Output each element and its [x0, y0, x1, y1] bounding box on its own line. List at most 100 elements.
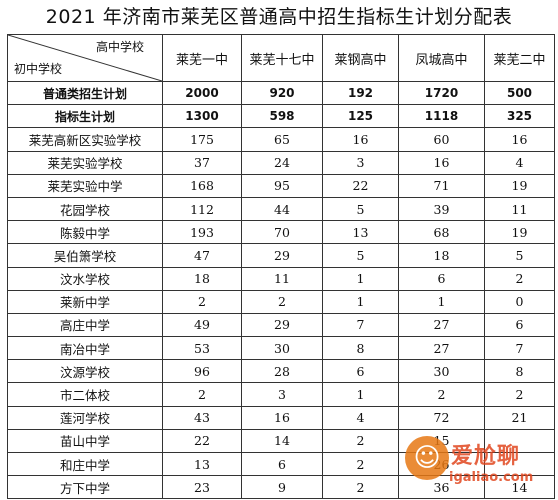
value-cell: 53	[162, 336, 242, 361]
value-cell: 8	[484, 359, 555, 384]
value-cell: 4	[484, 150, 555, 175]
value-cell: 18	[398, 243, 485, 268]
column-header: 莱芜十七中	[241, 34, 323, 82]
table-row: 南冶中学 53 30 8 27 7	[7, 336, 555, 361]
value-cell: 43	[162, 405, 242, 430]
column-header: 莱芜一中	[162, 34, 242, 82]
value-cell: 598	[241, 104, 323, 129]
value-cell: 65	[241, 127, 323, 152]
value-cell: 5	[322, 243, 399, 268]
value-cell: 14	[241, 428, 323, 454]
value-cell: 13	[322, 220, 399, 245]
column-header: 莱钢高中	[322, 34, 399, 82]
page-title: 2021 年济南市莱芜区普通高中招生指标生计划分配表	[45, 6, 513, 28]
column-header: 凤城高中	[398, 34, 485, 82]
value-cell: 2	[241, 289, 323, 314]
column-header: 莱芜二中	[484, 34, 555, 82]
value-cell: 6	[398, 266, 485, 291]
table-row: 高庄中学 49 29 7 27 6	[7, 312, 555, 338]
value-cell: 1	[398, 289, 485, 314]
value-cell: 168	[162, 173, 242, 198]
value-cell: 24	[241, 150, 323, 175]
table-row: 和庄中学 13 6 2 26	[7, 451, 555, 477]
value-cell: 4	[322, 405, 399, 430]
value-cell: 30	[398, 359, 485, 384]
allocation-table: 高中学校 初中学校 莱芜一中 莱芜十七中 莱钢高中 凤城高中 莱芜二中 普通类招…	[7, 34, 555, 500]
value-cell: 7	[484, 336, 555, 361]
summary-row: 普通类招生计划 2000 920 192 1720 500	[7, 80, 555, 106]
table-row: 市二体校 2 3 1 2 2	[7, 382, 555, 407]
value-cell: 60	[398, 127, 485, 152]
corner-bottom-label: 初中学校	[14, 62, 63, 76]
school-name: 莲河学校	[7, 405, 163, 430]
school-name: 和庄中学	[7, 451, 163, 477]
value-cell: 175	[162, 127, 242, 152]
value-cell: 49	[162, 312, 242, 338]
value-cell: 13	[162, 451, 242, 477]
value-cell: 19	[484, 173, 555, 198]
value-cell: 44	[241, 196, 323, 222]
value-cell: 1720	[398, 80, 485, 106]
school-name: 汶水学校	[7, 266, 163, 291]
value-cell: 5	[484, 243, 555, 268]
value-cell: 26	[398, 451, 485, 477]
value-cell: 193	[162, 220, 242, 245]
value-cell: 192	[322, 80, 399, 106]
diagonal-divider	[8, 35, 162, 81]
value-cell: 112	[162, 196, 242, 222]
value-cell: 500	[484, 80, 555, 106]
value-cell: 71	[398, 173, 485, 198]
table-row: 苗山中学 22 14 2 15	[7, 428, 555, 454]
summary-row: 指标生计划 1300 598 125 1118 325	[7, 104, 555, 129]
value-cell: 1300	[162, 104, 242, 129]
corner-top-label: 高中学校	[95, 40, 144, 54]
value-cell: 30	[241, 336, 323, 361]
value-cell: 16	[484, 127, 555, 152]
value-cell: 2	[322, 451, 399, 477]
value-cell: 16	[241, 405, 323, 430]
value-cell: 39	[398, 196, 485, 222]
value-cell: 27	[398, 312, 485, 338]
school-name: 花园学校	[7, 196, 163, 222]
value-cell: 1118	[398, 104, 485, 129]
value-cell: 2	[162, 382, 242, 407]
table-row: 花园学校 112 44 5 39 11	[7, 196, 555, 222]
value-cell: 22	[162, 428, 242, 454]
school-name: 莱芜实验学校	[7, 150, 163, 175]
value-cell: 7	[322, 312, 399, 338]
value-cell: 96	[162, 359, 242, 384]
value-cell: 5	[322, 196, 399, 222]
value-cell: 1	[322, 382, 399, 407]
value-cell: 28	[241, 359, 323, 384]
school-name: 高庄中学	[7, 312, 163, 338]
school-name: 南冶中学	[7, 336, 163, 361]
value-cell: 3	[322, 150, 399, 175]
value-cell: 16	[398, 150, 485, 175]
value-cell: 18	[162, 266, 242, 291]
value-cell: 920	[241, 80, 323, 106]
value-cell: 29	[241, 312, 323, 338]
value-cell: 11	[484, 196, 555, 222]
table-row: 吴伯箫学校 47 29 5 18 5	[7, 243, 555, 268]
value-cell: 2	[398, 382, 485, 407]
header-corner-cell: 高中学校 初中学校	[7, 34, 163, 82]
value-cell: 2	[322, 475, 399, 500]
value-cell: 2	[484, 266, 555, 291]
value-cell	[484, 428, 555, 454]
table-row: 汶水学校 18 11 1 6 2	[7, 266, 555, 291]
table-row: 莱芜实验中学 168 95 22 71 19	[7, 173, 555, 198]
value-cell: 47	[162, 243, 242, 268]
value-cell: 19	[484, 220, 555, 245]
value-cell: 36	[398, 475, 485, 500]
value-cell: 8	[322, 336, 399, 361]
summary-label: 普通类招生计划	[7, 80, 163, 106]
value-cell: 2000	[162, 80, 242, 106]
value-cell: 37	[162, 150, 242, 175]
value-cell: 125	[322, 104, 399, 129]
school-name: 汶源学校	[7, 359, 163, 384]
table-row: 方下中学 23 9 2 36 14	[7, 475, 555, 500]
header-row: 高中学校 初中学校 莱芜一中 莱芜十七中 莱钢高中 凤城高中 莱芜二中	[7, 34, 555, 82]
value-cell: 9	[241, 475, 323, 500]
school-name: 方下中学	[7, 475, 163, 500]
value-cell: 6	[484, 312, 555, 338]
